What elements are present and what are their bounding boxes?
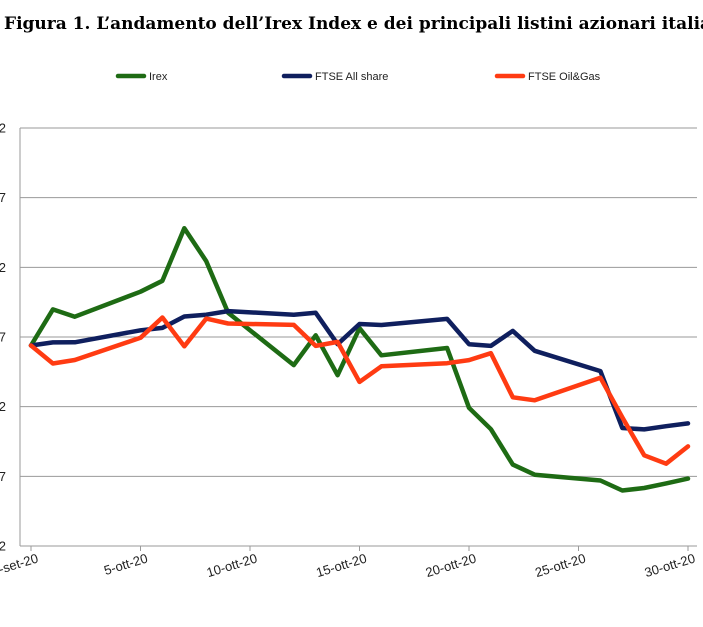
x-tick-label: 5-ott-20 (102, 551, 149, 578)
y-tick-label: 2 (0, 121, 6, 136)
x-tick-label: 30-ott-20 (643, 551, 697, 581)
y-axis-ticks: 2 7 2 7 2 7 2 (0, 121, 6, 554)
y-tick-label: 7 (0, 330, 6, 345)
legend-label: FTSE Oil&Gas (528, 71, 601, 83)
y-tick-label: 2 (0, 399, 6, 414)
series-line-irex (28, 225, 691, 493)
legend-label: FTSE All share (315, 71, 388, 83)
series-line-ftse-oil-gas (28, 315, 691, 466)
y-tick-label: 2 (0, 260, 6, 275)
x-tick-label: 25-ott-20 (533, 551, 587, 581)
legend: Irex FTSE All share FTSE Oil&Gas (115, 71, 601, 83)
x-tick-label: 15-ott-20 (314, 551, 368, 581)
x-tick-label: 20-ott-20 (424, 551, 478, 581)
series-lines (28, 225, 691, 493)
figure-title: Figura 1. L’andamento dell’Irex Index e … (4, 14, 703, 34)
legend-label: Irex (149, 71, 168, 83)
y-tick-label: 7 (0, 190, 6, 205)
gridlines (19, 127, 697, 547)
x-tick-label: 10-ott-20 (205, 551, 259, 581)
x-tick-label: 30-set-20 (0, 551, 40, 581)
y-tick-label: 2 (0, 539, 6, 554)
x-axis-ticks: 30-set-20 5-ott-20 10-ott-20 15-ott-20 20-ot… (0, 546, 697, 581)
y-tick-label: 7 (0, 469, 6, 484)
